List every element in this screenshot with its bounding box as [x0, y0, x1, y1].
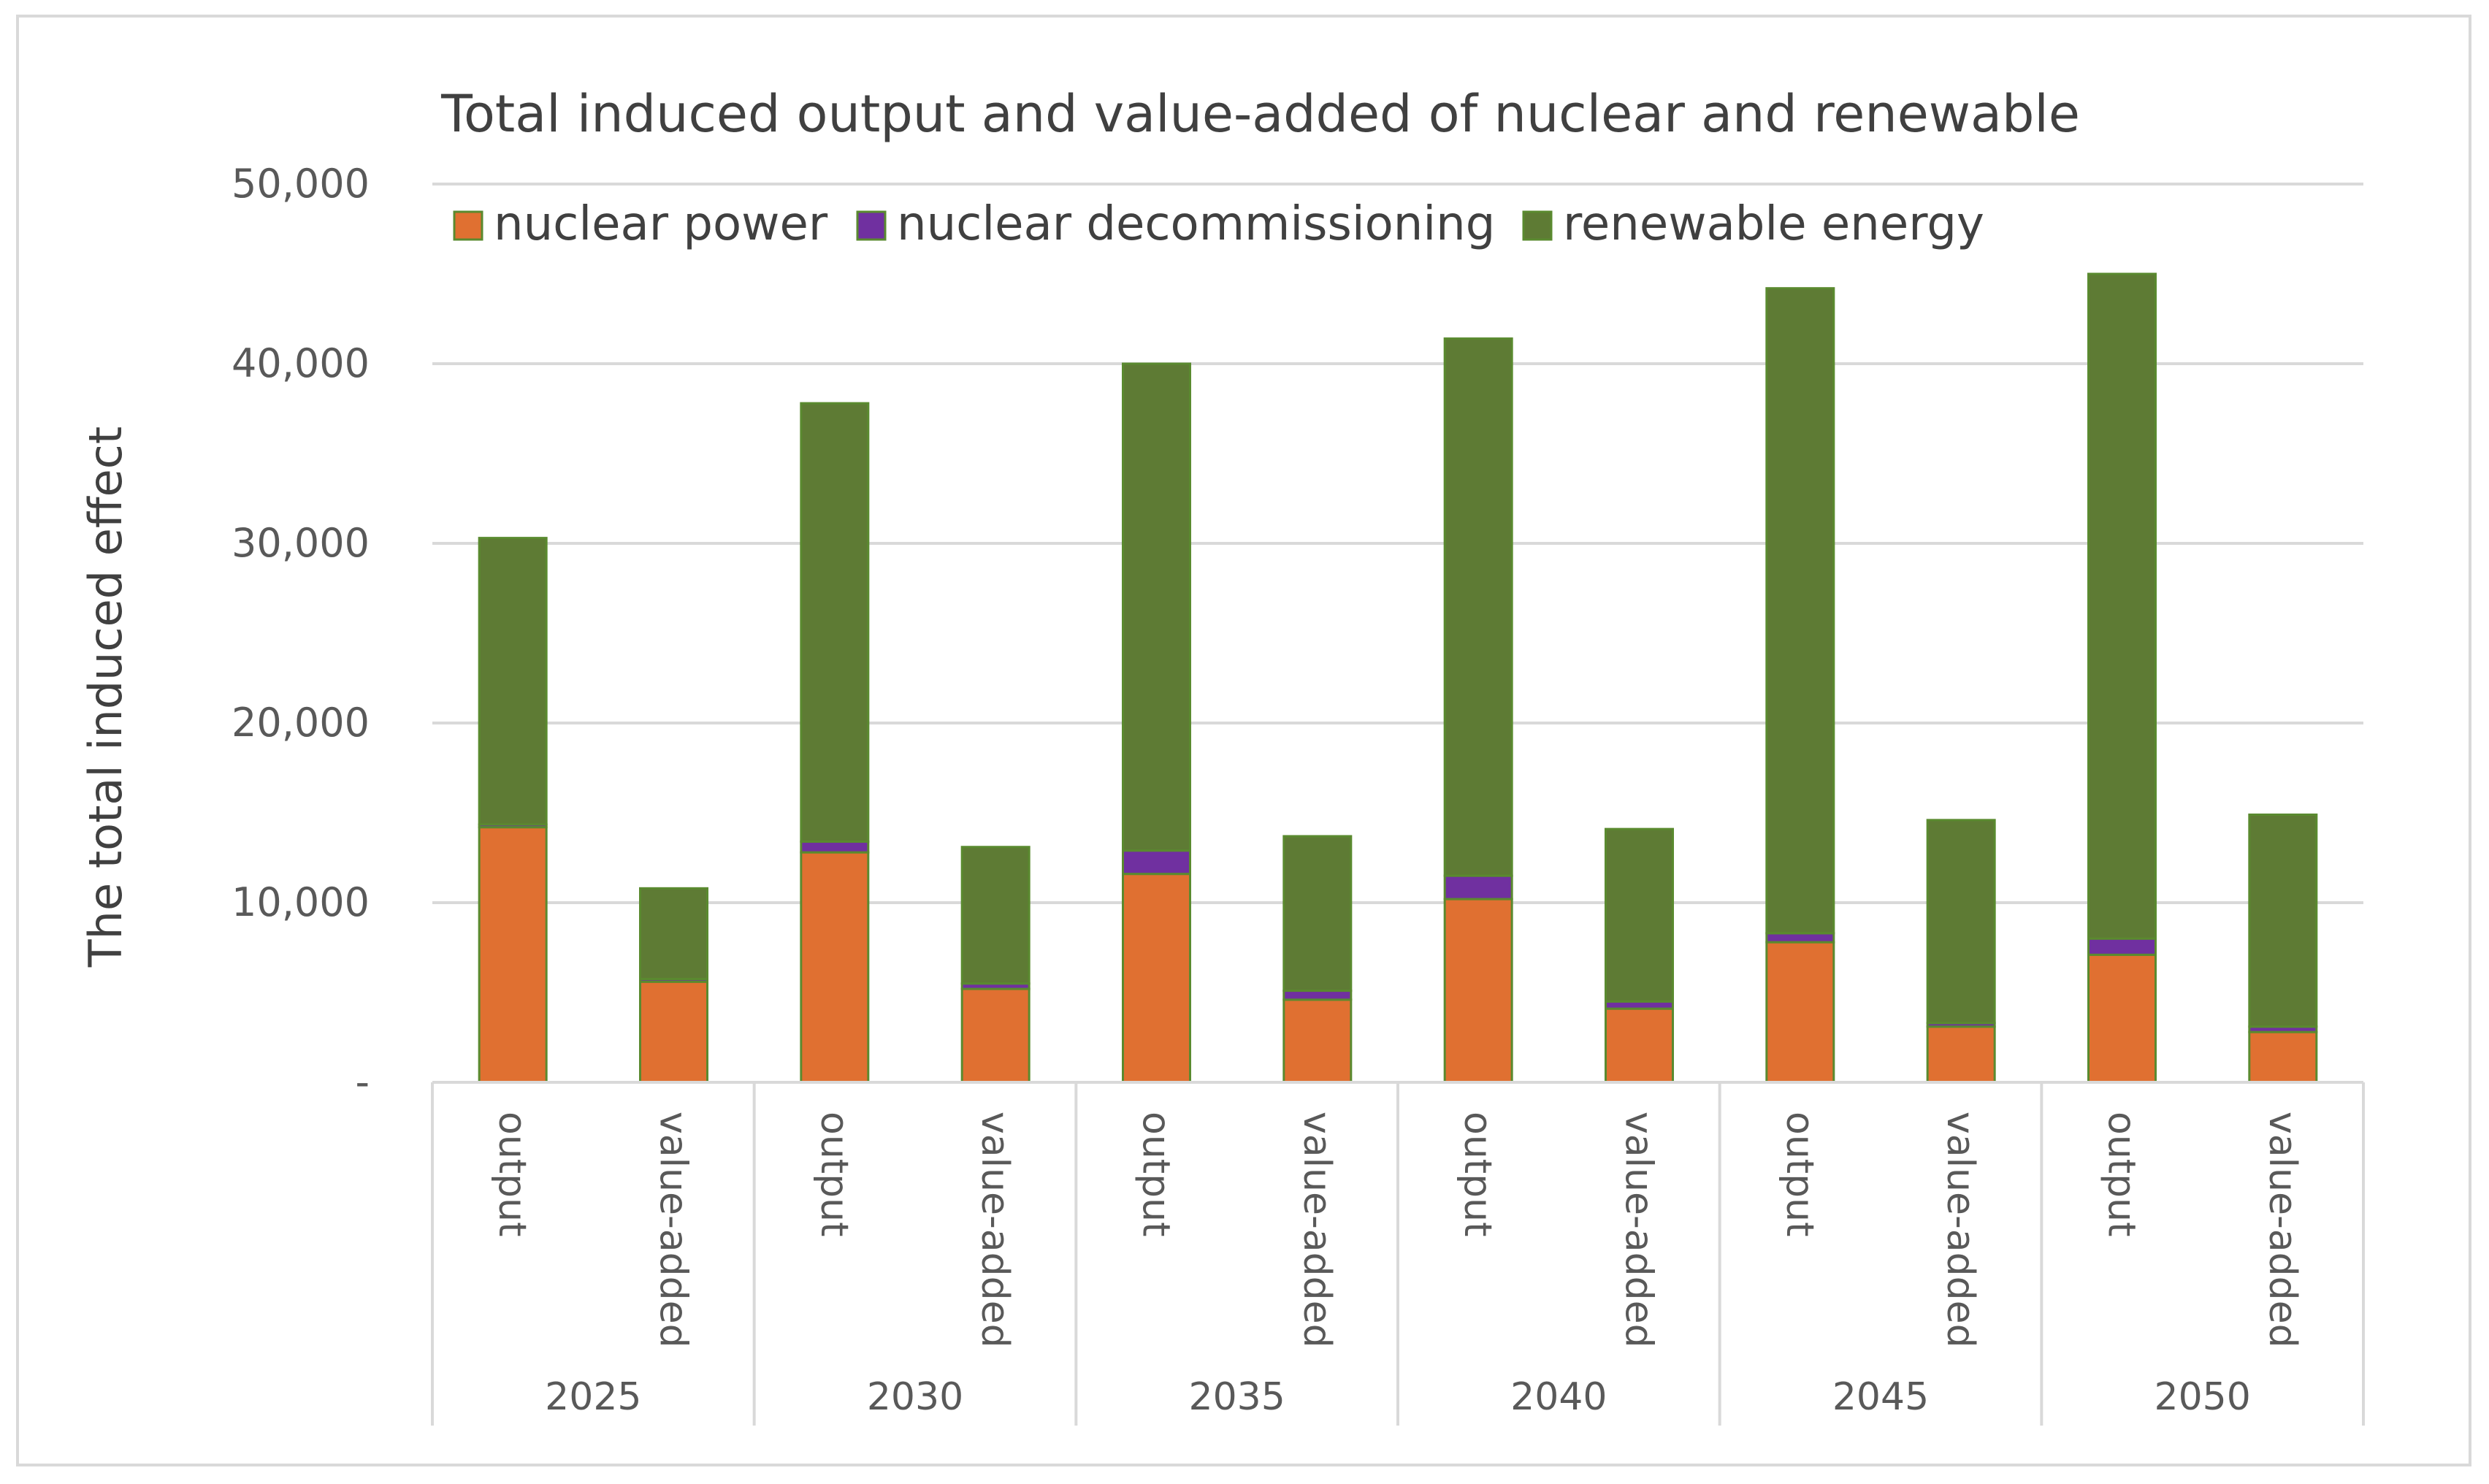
y-tick-label: 10,000	[232, 879, 370, 925]
x-group-label: 2050	[2154, 1375, 2250, 1419]
x-group-label: 2025	[545, 1375, 641, 1419]
x-category-label: output	[2100, 1112, 2144, 1237]
x-category-label: output	[812, 1112, 856, 1237]
x-axis: output value-added output value-added output…	[431, 1081, 2365, 1426]
legend-swatch-nuclear-power	[453, 210, 483, 241]
x-category-label: output	[490, 1112, 534, 1237]
x-category-label: output	[1456, 1112, 1499, 1237]
chart-frame: Total induced output and value-added of …	[16, 15, 2471, 1466]
bar-segment-nuclear-decommissioning	[1765, 932, 1835, 944]
x-category-label: output	[1134, 1112, 1178, 1237]
x-group-label: 2045	[1832, 1375, 1929, 1419]
bar-segment-nuclear-decommissioning	[1282, 990, 1353, 1001]
legend: nuclear power nuclear decommissioning rene…	[453, 197, 1984, 251]
bar-segment-renewable-energy	[2087, 272, 2157, 940]
bar-segment-renewable-energy	[2248, 813, 2318, 1028]
x-category-label: value-added	[1938, 1112, 1982, 1348]
bar-segment-nuclear-power	[478, 826, 548, 1084]
y-axis-ticks: - 10,000 20,000 30,000 40,000 50,000	[232, 161, 370, 1105]
x-category-label: output	[1778, 1112, 1821, 1237]
gridlines	[432, 183, 2363, 904]
bar-segment-nuclear-power	[1282, 998, 1353, 1084]
bar-segment-nuclear-power	[2087, 953, 2157, 1084]
bar-segment-renewable-energy	[1926, 819, 1996, 1025]
legend-swatch-renewable-energy	[1522, 210, 1553, 241]
x-category-label: value-added	[1295, 1112, 1339, 1348]
y-axis-label: The total induced effect	[79, 427, 132, 968]
bars	[478, 272, 2318, 1084]
x-category-label: value-added	[973, 1112, 1017, 1348]
legend-label-nuclear-decommissioning: nuclear decommissioning	[897, 197, 1495, 251]
x-group-label: 2040	[1510, 1375, 1607, 1419]
bar-segment-nuclear-decommissioning	[800, 840, 870, 854]
y-tick-label: 30,000	[232, 520, 370, 566]
y-tick-label: -	[356, 1059, 370, 1105]
x-category-label: value-added	[2260, 1112, 2304, 1348]
bar-segment-nuclear-power	[1605, 1007, 1674, 1084]
bar-segment-nuclear-power	[1926, 1025, 1996, 1084]
bar-segment-renewable-energy	[639, 887, 708, 981]
bar-segment-renewable-energy	[478, 537, 548, 826]
y-tick-label: 40,000	[232, 340, 370, 386]
bar-segment-nuclear-decommissioning	[1122, 849, 1191, 876]
chart-title: Total induced output and value-added of …	[440, 84, 2080, 144]
bar-segment-nuclear-power	[2248, 1030, 2318, 1084]
bar-segment-renewable-energy	[1122, 362, 1191, 852]
bar-segment-nuclear-power	[960, 987, 1031, 1084]
y-tick-label: 20,000	[232, 700, 370, 746]
bar-segment-renewable-energy	[1443, 337, 1513, 877]
x-category-label: value-added	[651, 1112, 695, 1348]
bar-segment-nuclear-power	[639, 980, 708, 1084]
legend-label-nuclear-power: nuclear power	[494, 197, 828, 251]
bar-segment-renewable-energy	[960, 846, 1031, 985]
bar-segment-nuclear-power	[1122, 873, 1191, 1084]
bar-segment-renewable-energy	[1765, 287, 1835, 935]
bar-segment-nuclear-power	[800, 851, 870, 1084]
stacked-bar-chart: Total induced output and value-added of …	[79, 84, 2365, 1426]
bar-segment-nuclear-decommissioning	[2087, 937, 2157, 956]
bar-segment-nuclear-decommissioning	[1443, 874, 1513, 900]
x-group-label: 2035	[1188, 1375, 1285, 1419]
x-category-label: value-added	[1617, 1112, 1661, 1348]
bar-segment-renewable-energy	[1282, 835, 1353, 992]
bar-segment-nuclear-power	[1765, 941, 1835, 1084]
bar-segment-renewable-energy	[800, 402, 870, 843]
legend-swatch-nuclear-decommissioning	[856, 210, 887, 241]
bar-segment-renewable-energy	[1605, 827, 1674, 1003]
y-tick-label: 50,000	[232, 161, 370, 207]
bar-segment-nuclear-power	[1443, 898, 1513, 1084]
legend-label-renewable-energy: renewable energy	[1563, 197, 1984, 251]
x-group-label: 2030	[867, 1375, 963, 1419]
